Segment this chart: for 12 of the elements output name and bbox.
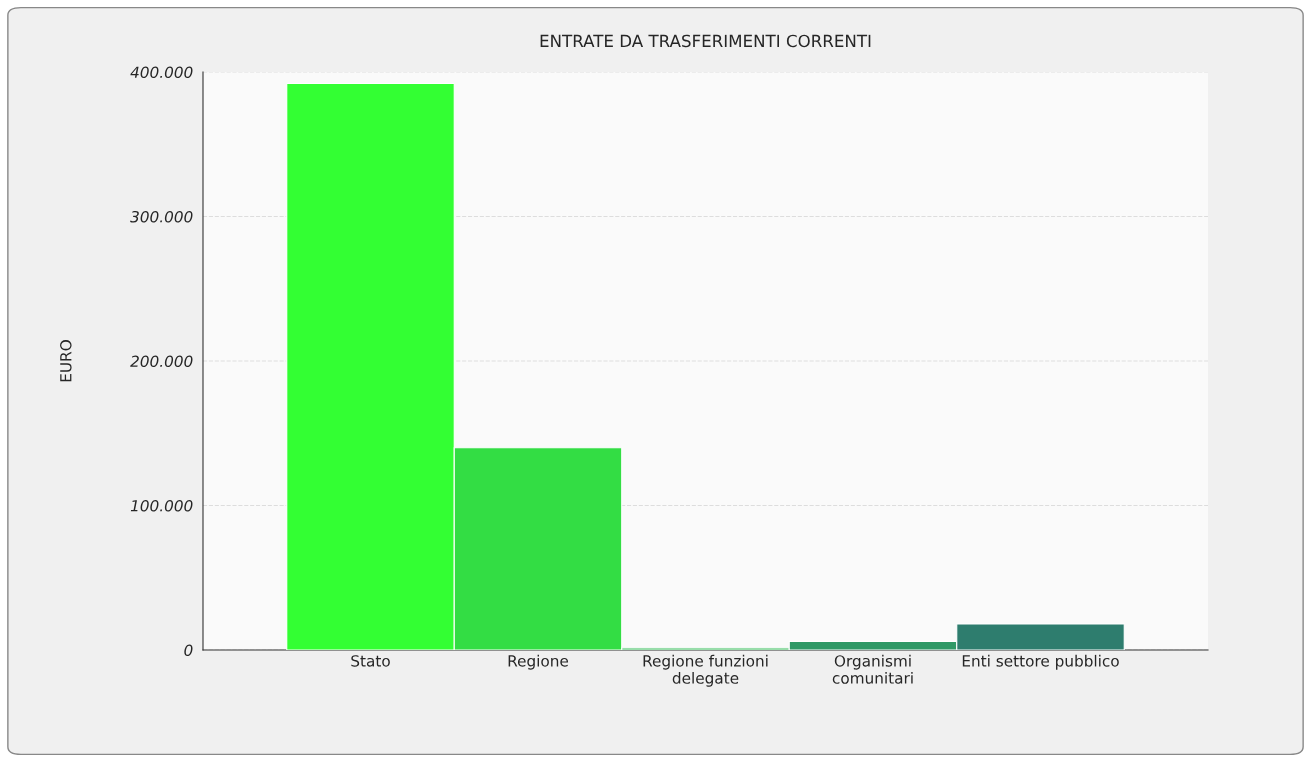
x-tick-label: Enti settore pubblico — [962, 654, 1119, 670]
y-tick-label: 200.000 — [130, 355, 193, 368]
x-tick-label: Stato — [351, 655, 390, 667]
y-axis-title: EURO — [60, 340, 72, 382]
y-tick-label: 300.000 — [130, 210, 193, 223]
y-tick-label: 0 — [184, 644, 193, 657]
x-tick-label: Organismi comunitari — [832, 654, 913, 684]
x-tick-label: Regione — [508, 654, 569, 670]
y-tick-label: 400.000 — [130, 66, 193, 79]
chart-title: ENTRATE DA TRASFERIMENTI CORRENTI — [540, 34, 871, 48]
y-tick-label: 100.000 — [130, 499, 193, 512]
x-tick-label: Regione funzioni delegate — [643, 654, 768, 687]
